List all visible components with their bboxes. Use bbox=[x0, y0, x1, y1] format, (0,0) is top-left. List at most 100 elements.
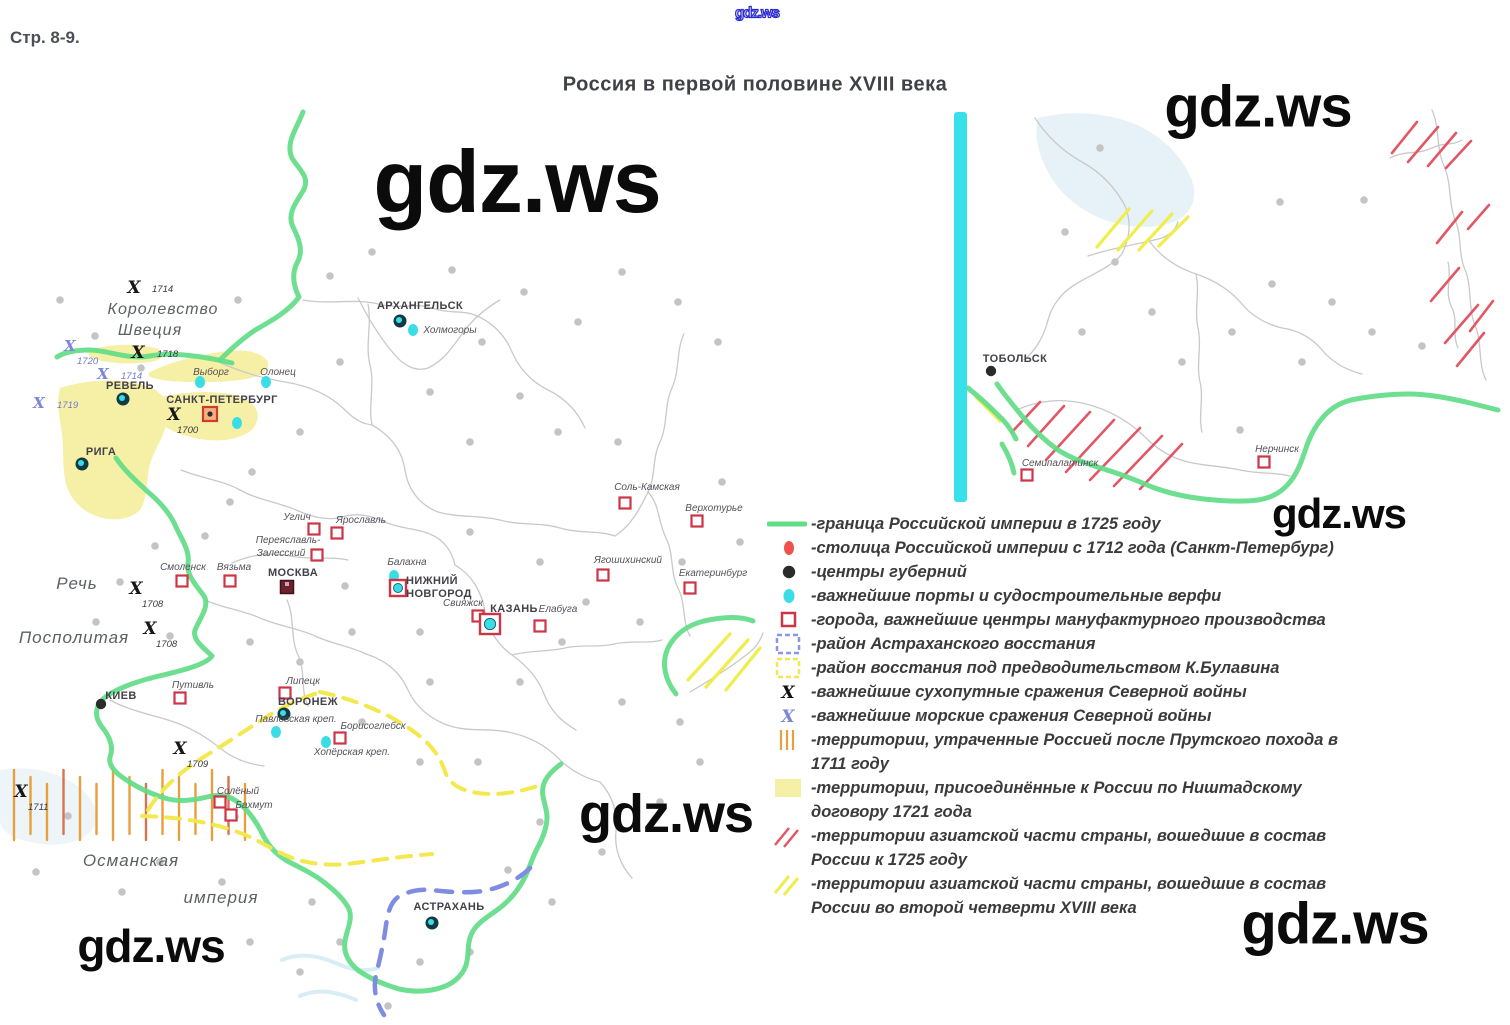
bulavin-region bbox=[140, 814, 434, 867]
city-label: Хопёрская креп. bbox=[313, 747, 390, 758]
city-marker-mfg: Борисоглебск bbox=[333, 720, 407, 745]
legend-item-text: -территории, присоединённые к России по … bbox=[811, 779, 1302, 821]
town-dot bbox=[1148, 308, 1156, 316]
town-dot bbox=[426, 678, 434, 686]
city-label: Выборг bbox=[193, 366, 229, 378]
town-dot bbox=[348, 628, 356, 636]
region-label: Посполитая bbox=[19, 628, 129, 647]
town-dot bbox=[426, 388, 434, 396]
town-dot bbox=[91, 332, 99, 340]
city-marker-mfg: Вязьма bbox=[217, 562, 252, 588]
town-dot bbox=[1298, 358, 1306, 366]
town-dot bbox=[1078, 328, 1086, 336]
city-marker-mfg: Верхотурье bbox=[685, 503, 743, 528]
svg-text:X: X bbox=[63, 337, 77, 355]
city-marker-mfg: Углич bbox=[282, 512, 321, 536]
city-marker-mfg: Путивль bbox=[172, 680, 214, 705]
city-marker-mfg: Солёный bbox=[213, 786, 260, 809]
city-marker-moscow: МОСКВА bbox=[268, 567, 318, 595]
legend-item: -граница Российской империи в 1725 году bbox=[767, 512, 1509, 536]
town-dot bbox=[678, 558, 686, 566]
town-dot bbox=[448, 266, 456, 274]
city-marker-port-center: АРХАНГЕЛЬСК bbox=[377, 300, 463, 328]
empire-border-1725 bbox=[94, 455, 564, 994]
town-dot bbox=[166, 632, 174, 640]
astrakhan-region bbox=[372, 865, 533, 1018]
city-marker-center: КИЕВ bbox=[95, 690, 136, 710]
city-label: РИГА bbox=[86, 446, 116, 458]
town-dot bbox=[614, 438, 622, 446]
legend-symbol-x-black: X bbox=[780, 683, 795, 703]
city-marker-mfg: Свияжск bbox=[443, 598, 485, 623]
map-title: Россия в первой половине XVIII века bbox=[562, 73, 948, 96]
legend-symbol-dot-cyan bbox=[783, 589, 795, 603]
empire-border-1725 bbox=[965, 385, 1019, 442]
city-label: Холмогоры bbox=[422, 325, 477, 336]
town-dot bbox=[201, 532, 209, 540]
svg-text:X: X bbox=[166, 405, 181, 425]
city-label: Соль-Камская bbox=[614, 482, 680, 493]
sea-battle-mark: X 1714 bbox=[96, 365, 142, 383]
town-dot bbox=[246, 938, 254, 946]
legend-symbol-hatch-diag-red bbox=[774, 827, 799, 848]
city-marker-mfg: Смоленск bbox=[160, 562, 207, 588]
town-dot bbox=[137, 364, 145, 372]
battle-year-label: 1718 bbox=[157, 349, 179, 360]
legend-symbol-dot-red bbox=[784, 541, 794, 555]
svg-text:X: X bbox=[780, 683, 795, 703]
city-marker-port: Выборг bbox=[193, 366, 229, 388]
legend-item: -столица Российской империи с 1712 года … bbox=[767, 536, 1509, 560]
town-dot bbox=[308, 898, 316, 906]
town-dot bbox=[574, 318, 582, 326]
city-label: Залесский bbox=[257, 548, 306, 559]
city-marker-port-center: РЕВЕЛЬ bbox=[106, 380, 154, 406]
watermark: gdz.ws bbox=[734, 4, 780, 22]
battle-year-label: 1709 bbox=[187, 759, 209, 770]
legend-item: -города, важнейшие центры мануфактурного… bbox=[767, 608, 1509, 632]
city-label: Екатеринбург bbox=[679, 567, 747, 579]
city-label: ТОБОЛЬСК bbox=[983, 353, 1047, 365]
legend-item-text: -территории азиатской части страны, воше… bbox=[811, 875, 1327, 917]
town-dot bbox=[656, 798, 664, 806]
town-dot bbox=[1111, 258, 1119, 266]
city-label: Углич bbox=[282, 512, 310, 523]
town-dot bbox=[676, 718, 684, 726]
svg-text:X: X bbox=[780, 707, 795, 727]
town-dot bbox=[548, 898, 556, 906]
town-dot bbox=[478, 338, 486, 346]
battle-year-label: 1714 bbox=[152, 284, 173, 295]
city-marker-mfg: Ягошихинский bbox=[593, 555, 662, 582]
town-dot bbox=[558, 638, 566, 646]
town-dot bbox=[32, 868, 40, 876]
town-dot bbox=[358, 718, 366, 726]
city-marker-capital: САНКТ-ПЕТЕРБУРГ bbox=[166, 394, 278, 423]
legend-item-text: -важнейшие морские сражения Северной вой… bbox=[811, 707, 1212, 725]
svg-text:X: X bbox=[142, 619, 157, 639]
bulavin-region bbox=[146, 691, 320, 812]
town-dot bbox=[1178, 358, 1186, 366]
page-number-label: Стр. 8-9. bbox=[10, 28, 80, 47]
town-dot bbox=[516, 678, 524, 686]
town-dot bbox=[1276, 198, 1284, 206]
legend-item: -район Астраханского восстания bbox=[767, 632, 1509, 656]
city-label: Свияжск bbox=[443, 598, 484, 609]
watermark: gdz.ws bbox=[1271, 490, 1407, 537]
city-marker-mfg: Нерчинск bbox=[1255, 444, 1300, 469]
town-dot bbox=[1328, 298, 1336, 306]
region-label: империя bbox=[184, 888, 259, 907]
legend-item-text: -район Астраханского восстания bbox=[811, 635, 1096, 653]
town-dot bbox=[1360, 196, 1368, 204]
city-marker-mfg-port: КАЗАНЬ bbox=[478, 603, 537, 636]
city-marker-mfg: Елабуга bbox=[533, 603, 578, 633]
town-dot bbox=[384, 1002, 392, 1010]
city-label: НИЖНИЙ bbox=[406, 574, 458, 587]
city-label: Переяславль- bbox=[256, 535, 321, 546]
city-label: Липецк bbox=[285, 676, 321, 687]
legend-item: -территории, присоединённые к России по … bbox=[767, 776, 1509, 824]
watermark: gdz.ws bbox=[1241, 891, 1429, 957]
town-dot bbox=[234, 296, 242, 304]
legend-item-text: -столица Российской империи с 1712 года … bbox=[811, 539, 1334, 557]
